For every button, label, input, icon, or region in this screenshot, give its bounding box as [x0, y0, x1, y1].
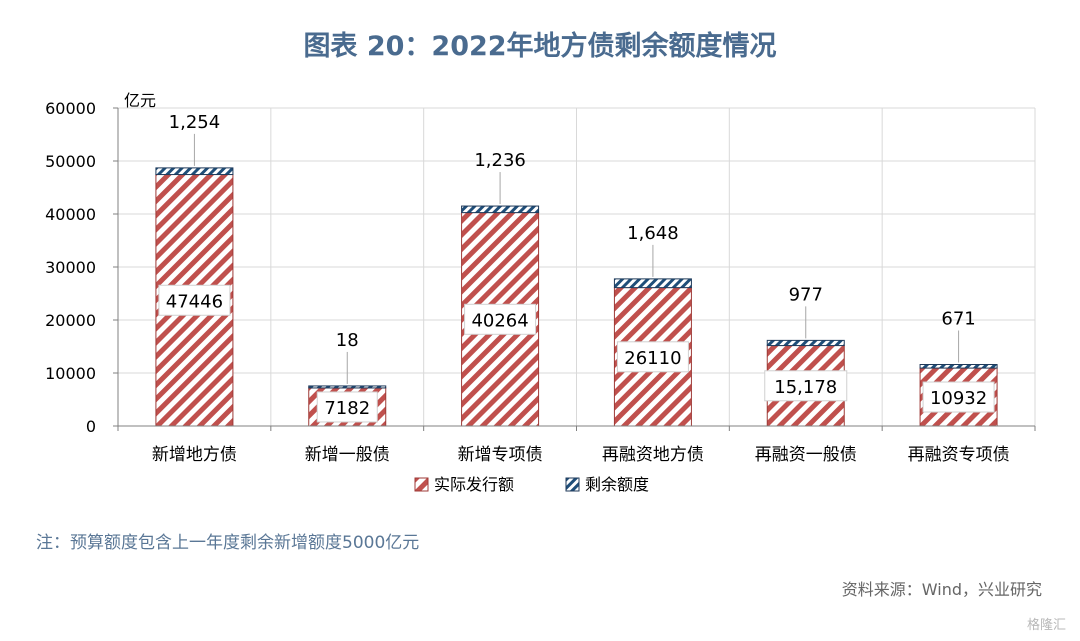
unit-label: 亿元	[124, 91, 156, 110]
y-tick-label: 10000	[45, 364, 96, 383]
x-tick-label: 新增一般债	[305, 445, 390, 465]
actual-value-label: 10932	[930, 388, 987, 409]
chart-note: 注：预算额度包含上一年度剩余新增额度5000亿元	[36, 533, 420, 553]
y-tick-label: 20000	[45, 311, 96, 330]
actual-label-box	[616, 341, 689, 373]
remaining-value-label: 18	[336, 330, 359, 351]
y-tick-label: 60000	[45, 99, 96, 118]
actual-value-label: 7182	[324, 398, 370, 419]
legend-label: 剩余额度	[585, 475, 649, 494]
bar-remaining	[155, 167, 234, 176]
remaining-value-label: 671	[941, 309, 975, 330]
chart-title: 图表 20：2022年地方债剩余额度情况	[303, 31, 777, 62]
x-tick-label: 新增地方债	[152, 445, 237, 465]
legend-swatch	[414, 477, 429, 492]
actual-label-box	[922, 381, 995, 413]
remaining-value-label: 1,236	[474, 150, 526, 171]
remaining-value-label: 1,648	[627, 223, 679, 244]
actual-label-box	[764, 370, 848, 402]
actual-value-label: 47446	[166, 291, 223, 312]
actual-value-label: 15,178	[774, 377, 837, 398]
actual-value-label: 26110	[624, 348, 681, 369]
bar-remaining	[766, 339, 845, 347]
y-tick-label: 50000	[45, 152, 96, 171]
remaining-value-label: 1,254	[169, 112, 221, 133]
y-tick-label: 40000	[45, 205, 96, 224]
y-tick-label: 30000	[45, 258, 96, 277]
x-tick-label: 新增专项债	[458, 445, 543, 465]
x-tick-label: 再融资一般债	[755, 445, 857, 465]
actual-label-box	[158, 284, 231, 316]
bar-remaining	[308, 385, 387, 389]
actual-label-box	[316, 391, 378, 423]
x-tick-label: 再融资专项债	[908, 445, 1010, 465]
chart: 47446 1,254 7182 18 40264 1,236 26110 1,648 15,1…	[45, 91, 1036, 494]
chart-source: 资料来源：Wind，兴业研究	[841, 580, 1042, 599]
watermark: 格隆汇	[1026, 618, 1066, 633]
y-tick-label: 0	[86, 417, 96, 436]
actual-label-box	[464, 303, 537, 335]
bar-remaining	[919, 364, 998, 369]
legend-label: 实际发行额	[434, 475, 514, 494]
actual-value-label: 40264	[471, 310, 528, 331]
remaining-value-label: 977	[789, 284, 823, 305]
legend-swatch	[565, 477, 580, 492]
bar-remaining	[461, 205, 540, 214]
bar-remaining	[613, 278, 692, 289]
x-tick-label: 再融资地方债	[602, 445, 704, 465]
